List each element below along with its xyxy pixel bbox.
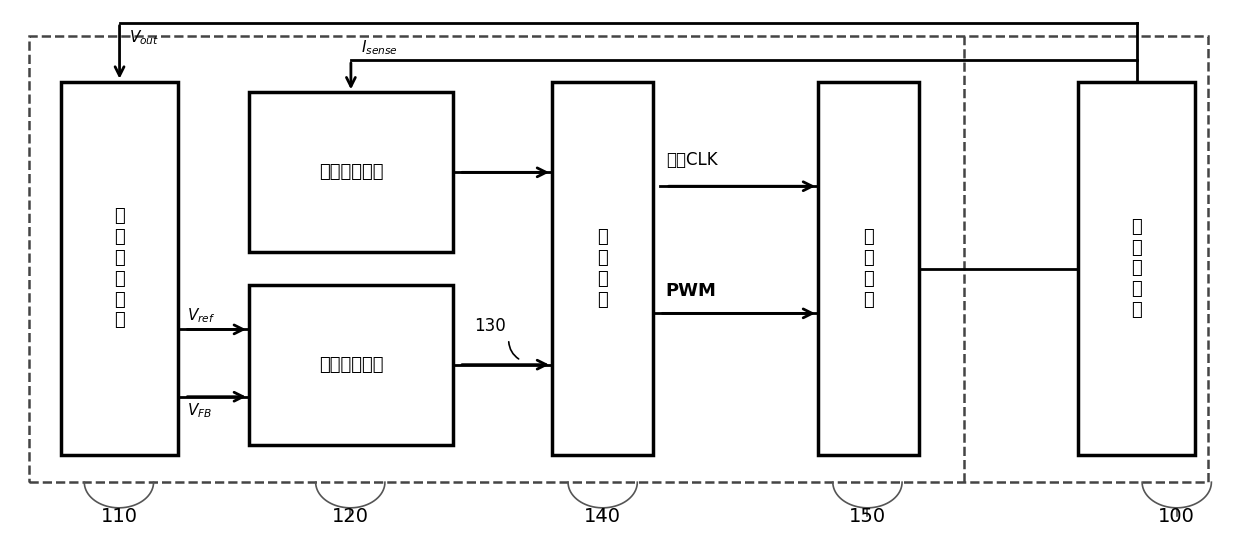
- Text: 120: 120: [332, 507, 368, 526]
- Text: 比
较
电
路: 比 较 电 路: [598, 228, 608, 309]
- Bar: [1078, 82, 1195, 455]
- Text: 驱
动
电
路: 驱 动 电 路: [863, 228, 874, 309]
- Text: 140: 140: [584, 507, 621, 526]
- Bar: [249, 285, 453, 445]
- Bar: [29, 36, 1208, 482]
- Text: 100: 100: [1158, 507, 1195, 526]
- Text: 外部CLK: 外部CLK: [666, 151, 718, 169]
- Bar: [249, 92, 453, 252]
- Text: 150: 150: [849, 507, 887, 526]
- Text: 跨导放大电路: 跨导放大电路: [319, 355, 383, 374]
- Bar: [552, 82, 653, 455]
- Text: 功
率
级
电
路: 功 率 级 电 路: [1131, 218, 1142, 319]
- Text: PWM: PWM: [666, 282, 717, 300]
- Text: $V_{ref}$: $V_{ref}$: [187, 307, 216, 325]
- Bar: [61, 82, 179, 455]
- Bar: [818, 82, 919, 455]
- Text: $V_{out}$: $V_{out}$: [129, 28, 160, 47]
- Text: 110: 110: [100, 507, 138, 526]
- Text: 电
压
采
样
电
路: 电 压 采 样 电 路: [114, 207, 125, 330]
- Text: $I_{sense}$: $I_{sense}$: [361, 39, 398, 57]
- Text: 电流补偿电路: 电流补偿电路: [319, 163, 383, 182]
- Text: $V_{FB}$: $V_{FB}$: [187, 401, 212, 420]
- Text: 130: 130: [474, 317, 506, 335]
